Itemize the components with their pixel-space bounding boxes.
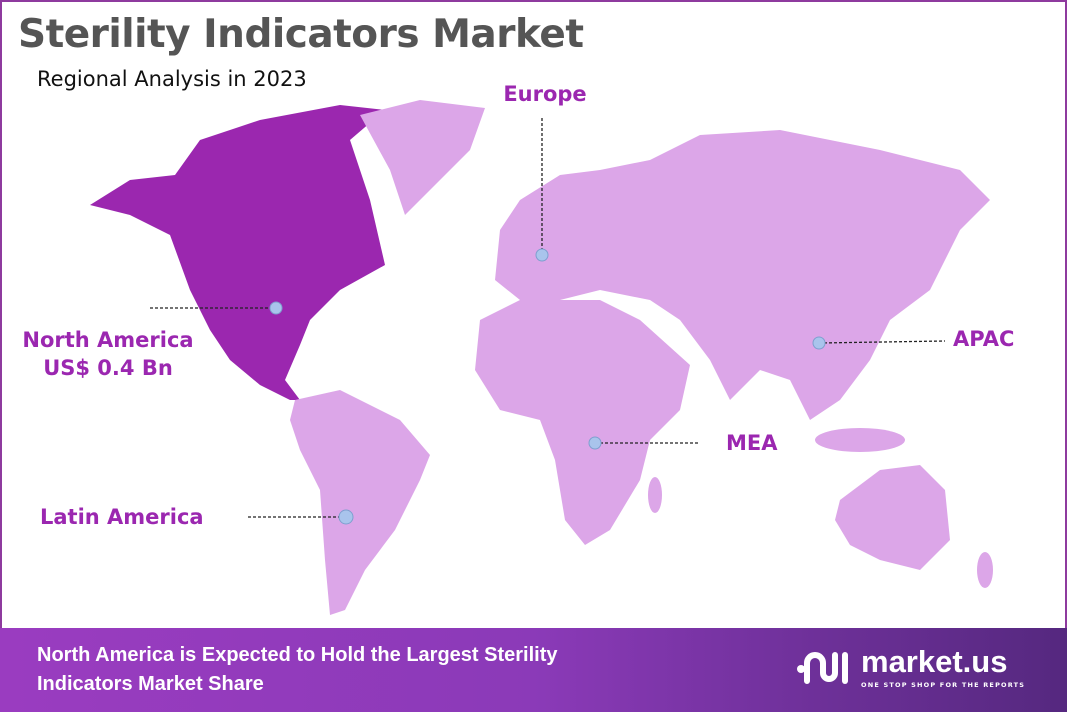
region-indonesia <box>815 428 905 452</box>
region-africa <box>475 300 690 545</box>
logo-icon <box>797 652 848 684</box>
page-subtitle: Regional Analysis in 2023 <box>37 67 307 91</box>
region-japan <box>897 245 913 295</box>
region-europe-asia <box>495 130 990 420</box>
label-mea: MEA <box>726 431 778 455</box>
marker-latin-america <box>338 509 354 525</box>
market-us-logo: market.us ONE STOP SHOP FOR THE REPORTS <box>795 644 1025 690</box>
logo-text: market.us <box>861 644 1008 679</box>
region-madagascar <box>648 477 662 513</box>
footer-line-2: Indicators Market Share <box>37 673 264 695</box>
logo-tagline: ONE STOP SHOP FOR THE REPORTS <box>861 681 1026 689</box>
label-latin-america: Latin America <box>40 505 204 529</box>
marker-europe <box>535 248 549 262</box>
world-map <box>90 100 993 615</box>
label-north-america: North America US$ 0.4 Bn <box>22 326 193 382</box>
page-title: Sterility Indicators Market <box>18 12 584 57</box>
label-north-america-value: US$ 0.4 Bn <box>43 356 173 380</box>
footer-banner: North America is Expected to Hold the La… <box>0 628 1067 712</box>
footer-line-1: North America is Expected to Hold the La… <box>37 644 558 666</box>
marker-apac <box>812 336 826 350</box>
region-australia <box>835 465 950 570</box>
label-apac: APAC <box>953 327 1015 351</box>
marker-mea <box>588 436 602 450</box>
footer-text: North America is Expected to Hold the La… <box>37 641 767 699</box>
marker-north-america <box>269 301 283 315</box>
region-new-zealand <box>977 552 993 588</box>
region-north-america <box>90 105 385 400</box>
region-greenland <box>360 100 485 215</box>
label-north-america-name: North America <box>22 328 194 352</box>
leader-apac <box>818 340 946 344</box>
label-europe: Europe <box>503 82 587 106</box>
region-latin-america <box>290 390 430 615</box>
